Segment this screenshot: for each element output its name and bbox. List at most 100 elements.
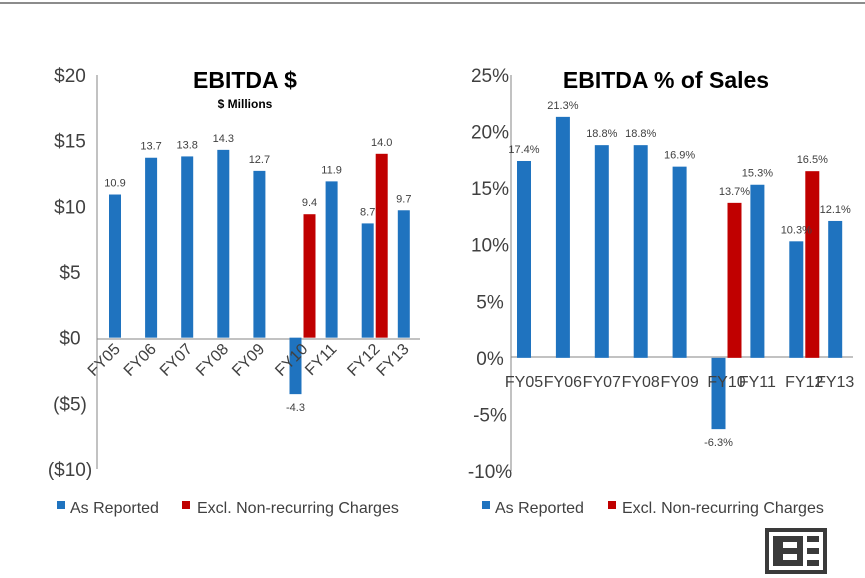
x-tick-label: FY07 [583, 374, 621, 391]
bars [517, 116, 843, 430]
bar-excl-fy12 [805, 171, 820, 358]
x-tick-label: FY09 [229, 341, 268, 380]
bar-as-reported-fy09 [253, 170, 266, 338]
x-tick-label: FY07 [157, 341, 196, 380]
y-tick-label: $10 [54, 197, 86, 218]
y-tick-label: 5% [476, 292, 504, 313]
bar-as-reported-fy08 [633, 145, 648, 358]
data-label-as-reported: 14.3 [213, 133, 234, 145]
bar-as-reported-fy12 [361, 223, 374, 338]
y-tick-label: $5 [59, 263, 80, 284]
data-label-excl: 13.7% [719, 186, 750, 198]
y-tick-label: $15 [54, 132, 86, 153]
company-logo [765, 528, 827, 574]
data-labels: 17.4% 21.3% 18.8% 18.8% 16.9% -6.3% 13.7% 15.3%… [508, 100, 851, 449]
bar-as-reported-fy11 [325, 181, 338, 338]
x-tick-label: FY08 [193, 341, 232, 380]
x-tick-label: FY09 [660, 374, 698, 391]
data-label-as-reported: 16.9% [664, 150, 695, 162]
data-label-as-reported: 10.9 [104, 178, 125, 190]
y-tick-label: -10% [468, 462, 512, 483]
bar-as-reported-fy12 [789, 241, 804, 358]
x-tick-label: FY11 [739, 374, 776, 391]
data-label-as-reported: 21.3% [547, 100, 578, 112]
bar-excl-fy10 [727, 202, 742, 358]
y-tick-label: 10% [471, 236, 509, 257]
top-rule [0, 2, 865, 4]
data-label-as-reported: 13.7 [140, 141, 161, 153]
bar-excl-fy12 [375, 153, 388, 338]
data-label-as-reported: 18.8% [586, 128, 617, 140]
data-label-as-reported: 9.7 [396, 193, 411, 205]
x-tick-label: FY06 [121, 341, 160, 380]
data-label-as-reported: 17.4% [508, 144, 539, 156]
y-tick-label: 0% [476, 349, 504, 370]
data-label-as-reported: -6.3% [704, 437, 733, 449]
data-label-as-reported: 12.1% [820, 204, 851, 216]
y-tick-label: 25% [471, 66, 509, 87]
bar-as-reported-fy13 [397, 210, 410, 338]
x-tick-label: FY12 [785, 374, 823, 391]
y-tick-label: 20% [471, 123, 509, 144]
bar-as-reported-fy10 [711, 357, 726, 430]
legend-label-as-reported: As Reported [70, 500, 159, 517]
legend-label-excl: Excl. Non-recurring Charges [197, 500, 399, 517]
bar-excl-fy10 [303, 214, 316, 338]
y-tick-label: $0 [59, 329, 80, 350]
bar-as-reported-fy11 [750, 184, 765, 358]
legend-swatch-as-reported [57, 501, 65, 509]
bar-as-reported-fy06 [145, 157, 158, 338]
bar-as-reported-fy06 [555, 116, 570, 358]
y-tick-label: 15% [471, 179, 509, 200]
legend-label-excl: Excl. Non-recurring Charges [622, 500, 824, 517]
x-tick-label: FY05 [85, 341, 124, 380]
bar-as-reported-fy07 [181, 156, 194, 338]
legend-swatch-excl [182, 501, 190, 509]
legend-swatch-excl [608, 501, 616, 509]
data-label-as-reported: 8.7 [360, 206, 375, 218]
y-tick-label: $20 [54, 66, 86, 87]
legend-swatch-as-reported [482, 501, 490, 509]
bar-as-reported-fy10 [289, 337, 302, 395]
bar-as-reported-fy07 [594, 145, 609, 358]
y-tick-label: -5% [473, 405, 507, 426]
x-tick-label: FY08 [622, 374, 660, 391]
chart-ebitda-dollars: EBITDA $ $ Millions $20 $15 $10 $5 $0 ($5) ($1… [48, 66, 420, 517]
bar-as-reported-fy13 [828, 220, 843, 358]
data-label-as-reported: 18.8% [625, 128, 656, 140]
x-tick-label: FY05 [505, 374, 543, 391]
bar-as-reported-fy05 [517, 160, 531, 358]
data-label-as-reported: -4.3 [286, 402, 305, 414]
x-tick-label: FY13 [374, 341, 413, 380]
legend-label-as-reported: As Reported [495, 500, 584, 517]
data-label-excl: 16.5% [797, 154, 828, 166]
y-axis-ticks: 25% 20% 15% 10% 5% 0% -5% -10% [468, 66, 512, 483]
data-label-excl: 14.0 [371, 137, 392, 149]
bar-as-reported-fy09 [672, 166, 687, 358]
x-tick-label: FY12 [344, 341, 383, 380]
x-tick-label: FY10 [707, 374, 745, 391]
data-label-as-reported: 15.3% [742, 168, 773, 180]
legend: As Reported Excl. Non-recurring Charges [57, 500, 399, 517]
bar-as-reported-fy05 [109, 194, 121, 338]
legend: As Reported Excl. Non-recurring Charges [482, 500, 824, 517]
data-labels: 10.9 13.7 13.8 14.3 12.7 -4.3 9.4 11.9 8.7 14.0 9.… [104, 133, 411, 414]
x-tick-label: FY11 [302, 341, 340, 379]
bar-as-reported-fy08 [217, 149, 230, 338]
chart-ebitda-percent: EBITDA % of Sales 25% 20% 15% 10% 5% 0% -5% -10… [468, 66, 855, 517]
chart-subtitle: $ Millions [218, 97, 273, 111]
data-label-excl: 9.4 [302, 197, 317, 209]
bars [109, 149, 410, 395]
chart-title: EBITDA $ [193, 67, 297, 93]
y-tick-label: ($5) [53, 394, 87, 415]
y-axis-ticks: $20 $15 $10 $5 $0 ($5) ($10) [48, 66, 92, 481]
data-label-as-reported: 11.9 [321, 164, 342, 176]
x-tick-label: FY13 [816, 374, 854, 391]
chart-title: EBITDA % of Sales [563, 67, 769, 93]
data-label-as-reported: 13.8 [176, 139, 197, 151]
x-tick-label: FY06 [544, 374, 582, 391]
data-label-as-reported: 12.7 [249, 154, 270, 166]
